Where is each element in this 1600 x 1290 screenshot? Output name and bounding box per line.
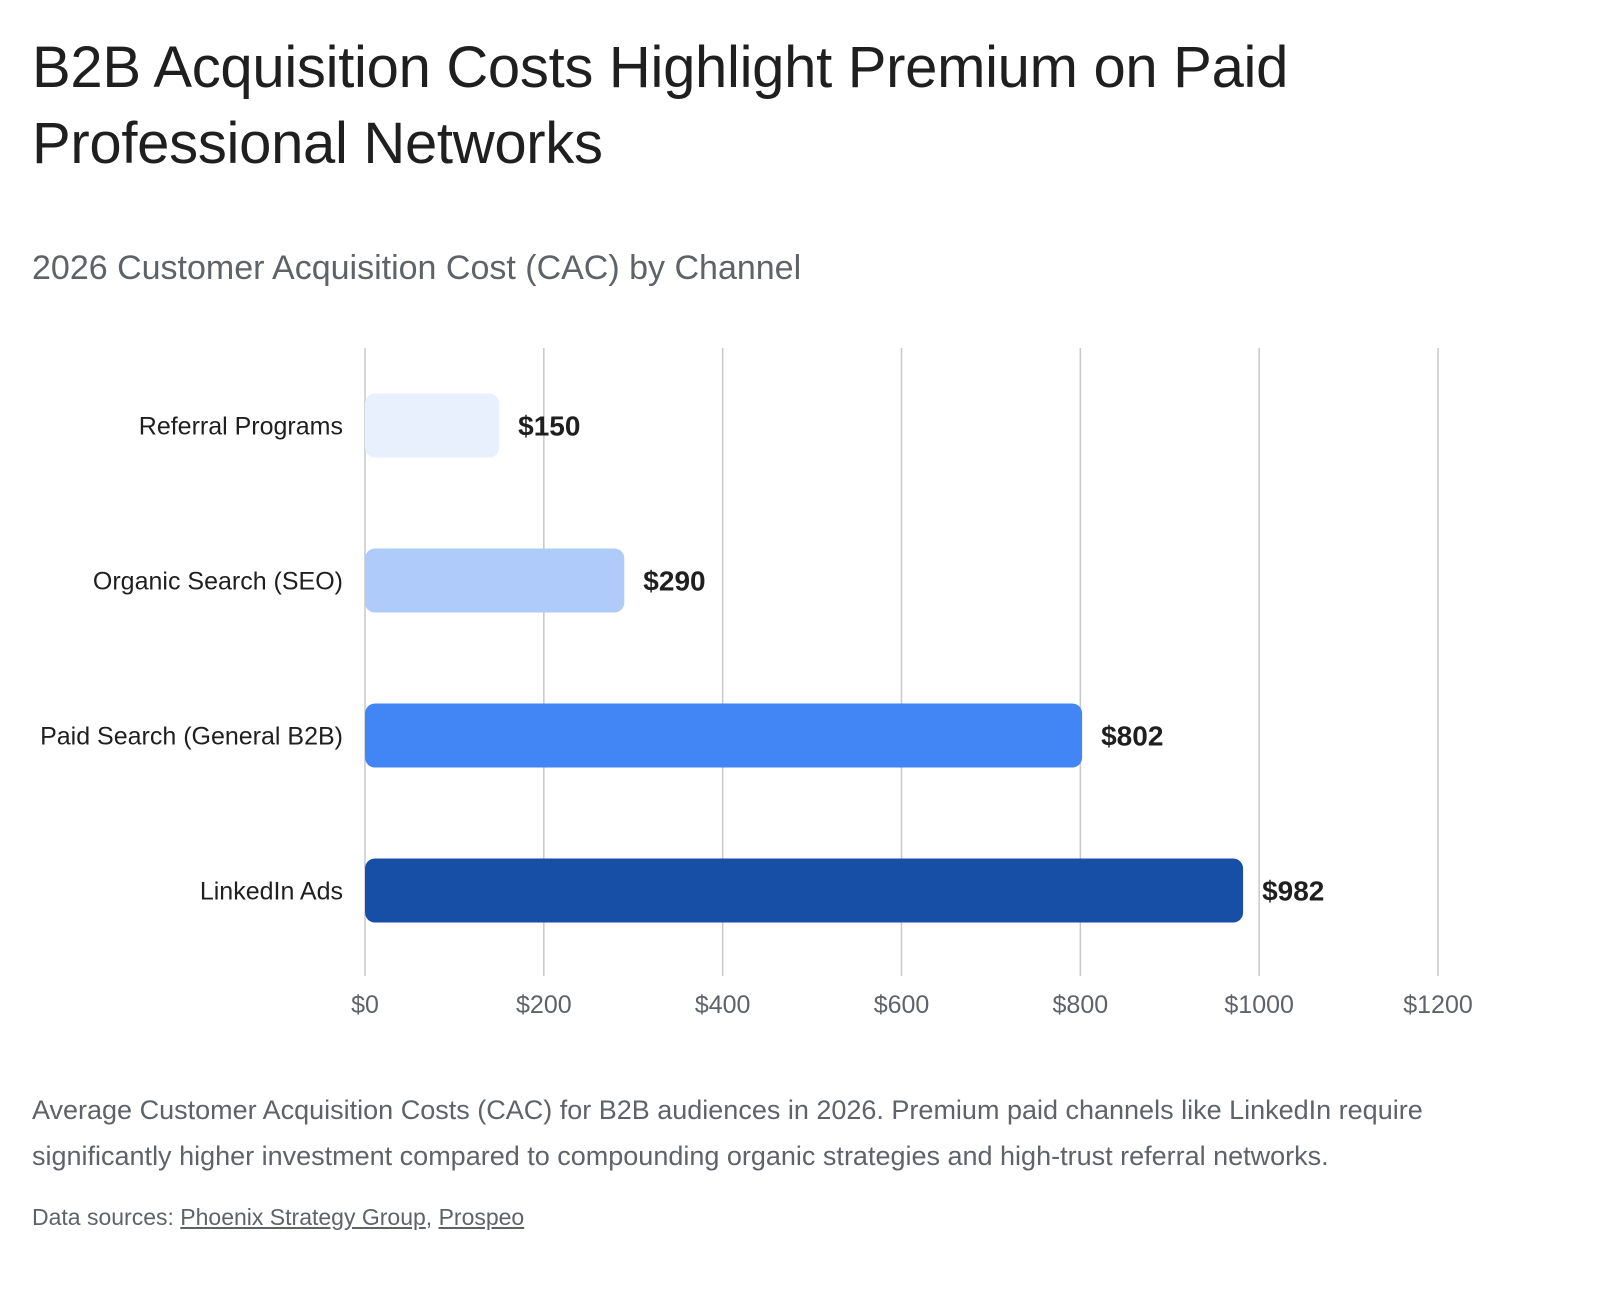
category-label: Paid Search (General B2B) xyxy=(40,723,343,751)
value-label: $802 xyxy=(1101,721,1163,752)
x-tick-label: $400 xyxy=(695,991,751,1019)
data-sources: Data sources: Phoenix Strategy Group, Pr… xyxy=(32,1200,524,1234)
x-tick-label: $600 xyxy=(874,991,930,1019)
sources-prefix: Data sources: xyxy=(32,1204,181,1230)
bar xyxy=(365,703,1083,768)
x-tick-label: $1200 xyxy=(1403,991,1473,1019)
chart-title: B2B Acquisition Costs Highlight Premium … xyxy=(32,35,1289,176)
bar-chart: $0 $200 $400 $600 $800 $1000 $1200 Referral Pro… xyxy=(40,348,1473,1019)
x-tick-label: $0 xyxy=(351,991,379,1019)
value-label: $150 xyxy=(518,411,580,442)
source-link-prospeo[interactable]: Prospeo xyxy=(438,1204,525,1230)
bar xyxy=(365,858,1244,923)
chart-caption: Average Customer Acquisition Costs (CAC)… xyxy=(32,1095,1423,1171)
x-tick-label: $800 xyxy=(1053,991,1109,1019)
x-tick-label: $200 xyxy=(516,991,572,1019)
bar xyxy=(365,393,500,458)
value-label: $982 xyxy=(1262,876,1324,907)
category-label: Referral Programs xyxy=(139,413,343,441)
category-label: Organic Search (SEO) xyxy=(93,568,343,596)
x-tick-label: $1000 xyxy=(1224,991,1294,1019)
chart-subtitle: 2026 Customer Acquisition Cost (CAC) by … xyxy=(32,249,802,287)
category-label: LinkedIn Ads xyxy=(200,878,343,906)
source-link-phoenix-strategy-group[interactable]: Phoenix Strategy Group xyxy=(180,1204,426,1230)
value-label: $290 xyxy=(643,566,705,597)
bar xyxy=(365,548,625,613)
sources-separator: , xyxy=(425,1204,439,1230)
